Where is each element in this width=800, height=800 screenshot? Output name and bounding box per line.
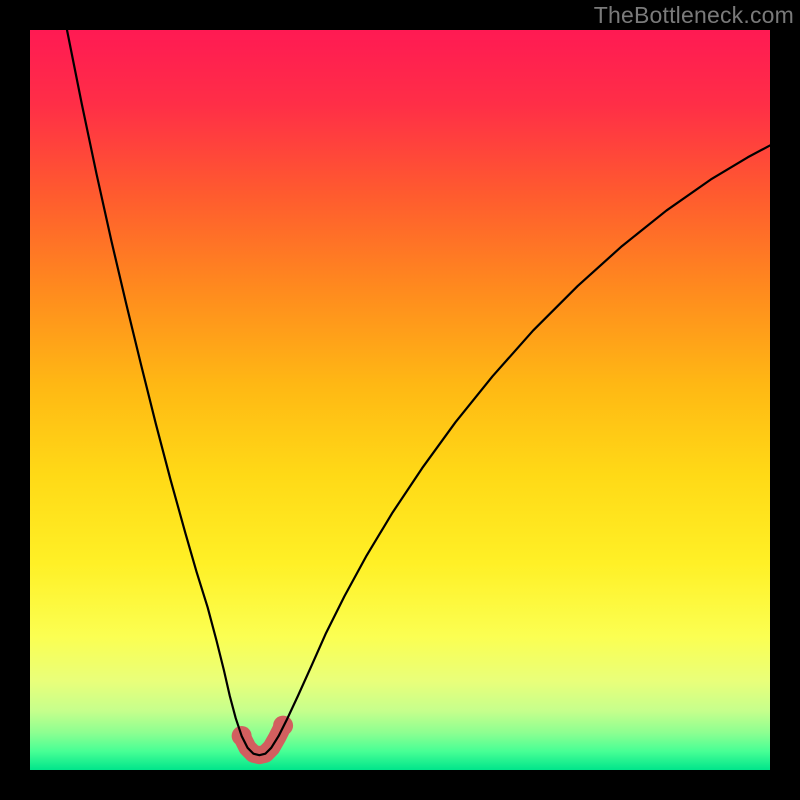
plot-background [30, 30, 770, 770]
bottleneck-curve-chart [0, 0, 800, 800]
chart-frame: TheBottleneck.com [0, 0, 800, 800]
watermark-text: TheBottleneck.com [594, 2, 794, 29]
